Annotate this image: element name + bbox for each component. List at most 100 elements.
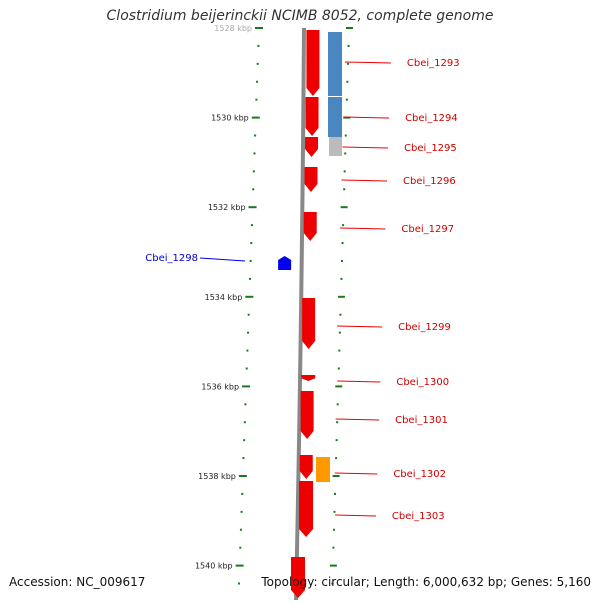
steel-feature [328,32,342,96]
scale-label: 1536 kbp [201,382,239,391]
gene-label-line [199,257,246,262]
orange-feature [316,457,330,482]
gene-label: Cbei_1303 [392,511,445,522]
outer-tick [332,475,340,477]
gene-label: Cbei_1298 [145,253,198,264]
outer-tick [332,528,335,531]
outer-tick [338,331,341,334]
gene-label-line [344,61,391,64]
map-title: Clostridium beijerinckii NCIMB 8052, com… [106,8,494,24]
outer-tick [341,259,344,262]
gene-label: Cbei_1293 [407,58,460,69]
minor-tick [240,510,243,513]
minor-tick [242,457,245,460]
gene-label: Cbei_1301 [395,415,448,426]
outer-tick [333,510,336,513]
major-tick [255,27,263,29]
gene-label-line [335,418,380,421]
outer-tick [343,116,351,119]
gene-label: Cbei_1302 [393,469,446,480]
outer-tick [338,349,341,352]
gene-arrow-forward [304,167,318,192]
outer-tick [343,188,346,191]
outer-tick [341,242,344,245]
gene-label-line [337,325,383,328]
gene-arrow-forward-partial [291,557,305,598]
outer-tick [335,385,343,388]
minor-tick [252,170,255,173]
gene-arrow-forward [301,375,316,381]
steel-feature [328,97,342,137]
gene-arrow-forward [300,391,314,439]
minor-tick [247,331,250,334]
gene-label-line [334,472,378,475]
minor-tick [238,582,241,585]
minor-tick [256,80,259,83]
outer-tick [335,457,338,460]
outer-tick [345,98,348,101]
minor-tick [246,349,249,352]
gene-label-line [341,179,387,182]
gene-arrow-forward [305,137,319,157]
outer-tick [346,80,349,83]
minor-tick [243,421,246,424]
minor-tick [245,367,248,370]
outer-tick [337,367,340,370]
genome-backbone [294,27,306,601]
outer-tick [331,582,334,585]
minor-tick [250,242,253,245]
minor-tick [257,44,260,47]
gene-arrow-forward [299,481,314,537]
minor-tick [252,188,255,191]
gene-arrow-forward [305,97,319,136]
major-tick [251,116,260,119]
gene-arrow-forward [306,30,320,96]
outer-tick [340,277,343,280]
gene-label: Cbei_1294 [405,113,458,124]
minor-tick [247,313,250,316]
minor-tick [243,439,246,442]
outer-tick [344,134,347,137]
gene-label: Cbei_1295 [404,143,457,154]
scale-label: 1540 kbp [195,562,233,571]
major-tick [235,564,244,567]
minor-tick [239,546,242,549]
scale-label: 1538 kbp [198,472,236,481]
gene-arrow-reverse [278,256,292,270]
major-tick [238,475,247,477]
minor-tick [256,62,259,65]
outer-tick [347,44,350,47]
outer-tick [336,421,339,424]
outer-tick [335,439,338,442]
major-tick [245,295,254,298]
minor-tick [248,277,251,280]
accession-text: Accession: NC_009617 [9,575,146,589]
scale-label: 1530 kbp [211,114,249,123]
minor-tick [239,528,242,531]
outer-tick [337,295,345,298]
minor-tick [254,134,257,137]
outer-tick [342,224,345,227]
gene-label-line [339,227,386,230]
gene-label-line [335,514,376,517]
gene-label-line [342,146,389,149]
outer-tick [336,403,339,406]
outer-tick [346,62,349,65]
scale-label: 1532 kbp [208,203,246,212]
gene-label: Cbei_1299 [398,322,451,333]
outer-tick [343,170,346,173]
outer-tick [339,313,342,316]
outer-tick [332,546,335,549]
gene-label-line [337,380,381,383]
scale-label: 1534 kbp [205,293,243,302]
minor-tick [244,403,247,406]
minor-tick [255,98,258,101]
gene-label: Cbei_1300 [396,377,449,388]
scale-label: 1528 kbp [214,24,252,33]
gene-label-line [343,116,390,119]
minor-tick [253,152,256,155]
gene-label: Cbei_1297 [401,224,454,235]
major-tick [248,206,257,209]
